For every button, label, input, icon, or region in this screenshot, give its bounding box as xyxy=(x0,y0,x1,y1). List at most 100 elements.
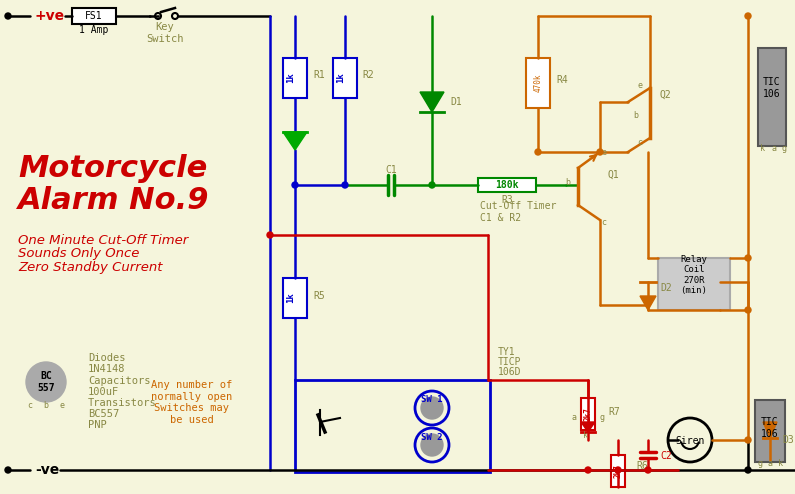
Circle shape xyxy=(26,362,66,402)
Bar xyxy=(581,398,595,430)
Text: a: a xyxy=(768,459,773,468)
Text: D3: D3 xyxy=(782,435,793,445)
Text: 2k7: 2k7 xyxy=(584,407,592,421)
Text: b: b xyxy=(44,401,48,410)
Text: Q1: Q1 xyxy=(608,170,620,180)
Text: SW 2: SW 2 xyxy=(421,434,443,443)
Text: R3: R3 xyxy=(501,195,513,205)
Text: k: k xyxy=(760,143,765,153)
Circle shape xyxy=(745,13,751,19)
Text: e: e xyxy=(638,81,642,89)
Text: k: k xyxy=(778,459,783,468)
Text: +ve: +ve xyxy=(35,9,65,23)
Text: R2: R2 xyxy=(362,70,374,80)
Text: D1: D1 xyxy=(450,97,462,107)
Circle shape xyxy=(421,434,443,456)
Text: Transistors: Transistors xyxy=(88,398,157,408)
Text: C2: C2 xyxy=(660,451,672,461)
Bar xyxy=(658,258,730,310)
Text: c: c xyxy=(638,137,642,147)
Text: TIC
106: TIC 106 xyxy=(763,77,781,99)
Text: c: c xyxy=(601,217,606,227)
Text: R7: R7 xyxy=(608,407,620,417)
Bar xyxy=(755,400,785,462)
Polygon shape xyxy=(283,132,307,150)
Circle shape xyxy=(597,149,603,155)
Text: TIC
106: TIC 106 xyxy=(761,417,779,439)
Text: R5: R5 xyxy=(313,291,324,301)
Text: Siren: Siren xyxy=(675,436,704,446)
Text: e: e xyxy=(601,148,606,157)
Text: D2: D2 xyxy=(660,283,672,293)
Text: Cut-Off Timer
C1 & R2: Cut-Off Timer C1 & R2 xyxy=(480,201,556,223)
Circle shape xyxy=(745,307,751,313)
Text: R4: R4 xyxy=(556,75,568,85)
Text: Zero Standby Current: Zero Standby Current xyxy=(18,261,162,275)
Text: 180k: 180k xyxy=(495,180,519,190)
Text: 1N4148: 1N4148 xyxy=(88,364,126,374)
Text: Capacitors: Capacitors xyxy=(88,376,150,386)
Polygon shape xyxy=(763,422,777,438)
Bar xyxy=(333,58,357,98)
Text: b: b xyxy=(565,177,570,187)
Bar xyxy=(611,455,625,487)
Text: Q2: Q2 xyxy=(660,90,672,100)
Circle shape xyxy=(585,467,591,473)
Circle shape xyxy=(5,13,11,19)
Circle shape xyxy=(745,255,751,261)
Text: Alarm No.9: Alarm No.9 xyxy=(18,186,210,214)
Circle shape xyxy=(645,467,651,473)
Text: Relay
Coil
270R
(min): Relay Coil 270R (min) xyxy=(681,255,708,295)
Text: -ve: -ve xyxy=(35,463,60,477)
Text: BC
557: BC 557 xyxy=(37,371,55,393)
Circle shape xyxy=(429,182,435,188)
Text: 2k7: 2k7 xyxy=(614,464,622,478)
Circle shape xyxy=(342,182,348,188)
Text: C1: C1 xyxy=(385,165,397,175)
Bar xyxy=(72,8,116,24)
Text: Motorcycle: Motorcycle xyxy=(18,154,207,182)
Text: k: k xyxy=(583,431,588,441)
Text: TY1: TY1 xyxy=(498,347,516,357)
Text: a: a xyxy=(571,413,576,422)
Bar xyxy=(526,58,550,108)
Circle shape xyxy=(5,467,11,473)
Circle shape xyxy=(615,467,621,473)
Text: 470k: 470k xyxy=(533,74,542,92)
Text: 1k: 1k xyxy=(286,292,296,303)
Text: FS1: FS1 xyxy=(85,11,103,21)
Text: R6: R6 xyxy=(636,461,648,471)
Text: 1 Amp: 1 Amp xyxy=(80,25,109,35)
Text: g: g xyxy=(600,413,605,422)
Text: 100uF: 100uF xyxy=(88,387,119,397)
Text: BC557: BC557 xyxy=(88,409,119,419)
Text: 1k: 1k xyxy=(336,73,346,83)
Text: Sounds Only Once: Sounds Only Once xyxy=(18,247,139,260)
Text: Key
Switch: Key Switch xyxy=(146,22,184,44)
Circle shape xyxy=(535,149,541,155)
Polygon shape xyxy=(581,422,595,432)
Text: TICP: TICP xyxy=(498,357,522,367)
Circle shape xyxy=(292,182,298,188)
Text: b: b xyxy=(634,111,638,120)
Text: R1: R1 xyxy=(313,70,324,80)
Text: g: g xyxy=(782,143,787,153)
Bar xyxy=(283,278,307,318)
Circle shape xyxy=(421,397,443,419)
Bar xyxy=(758,48,786,146)
Text: SW 1: SW 1 xyxy=(421,396,443,405)
Text: 106D: 106D xyxy=(498,367,522,377)
Bar xyxy=(283,58,307,98)
Circle shape xyxy=(267,232,273,238)
Text: g: g xyxy=(758,459,763,468)
Text: Diodes: Diodes xyxy=(88,353,126,363)
Text: e: e xyxy=(60,401,64,410)
Circle shape xyxy=(745,467,751,473)
Polygon shape xyxy=(420,92,444,112)
Text: c: c xyxy=(28,401,33,410)
Bar xyxy=(295,380,490,472)
Text: PNP: PNP xyxy=(88,420,107,430)
Polygon shape xyxy=(640,296,656,310)
Text: One Minute Cut-Off Timer: One Minute Cut-Off Timer xyxy=(18,234,188,247)
Text: 1k: 1k xyxy=(286,73,296,83)
